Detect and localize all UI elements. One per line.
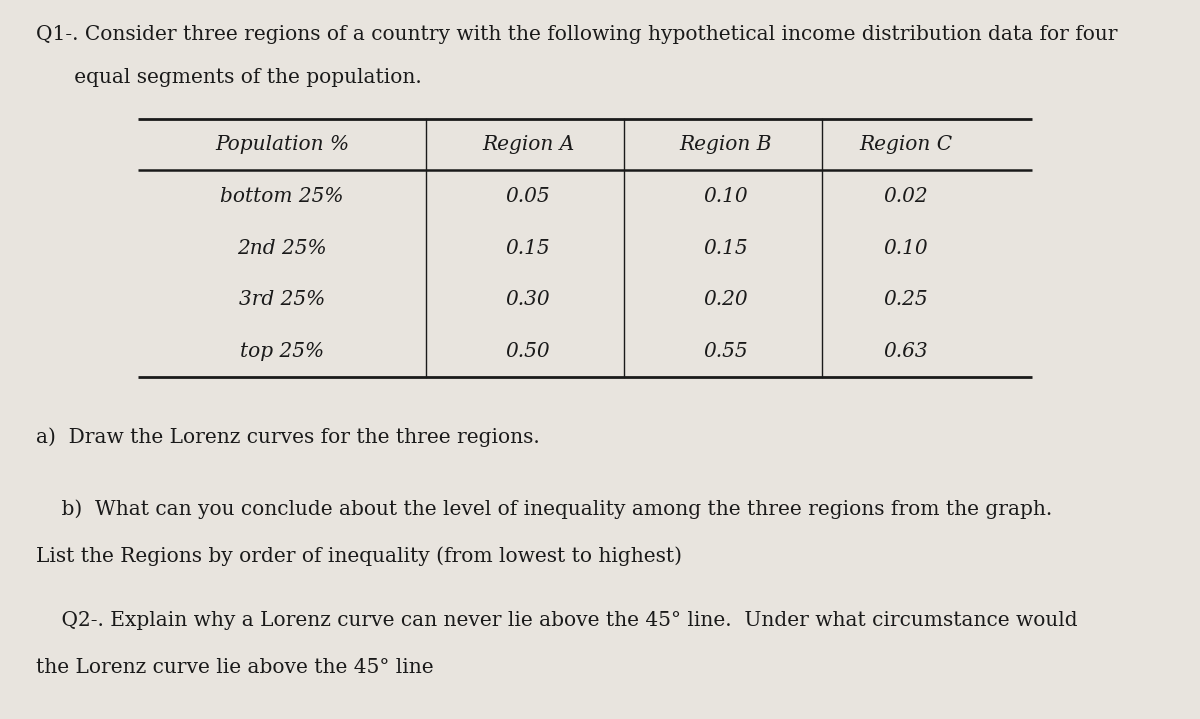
Text: 0.02: 0.02 (883, 187, 929, 206)
Text: 0.25: 0.25 (883, 290, 929, 309)
Text: Q1-. Consider three regions of a country with the following hypothetical income : Q1-. Consider three regions of a country… (36, 25, 1117, 44)
Text: bottom 25%: bottom 25% (221, 187, 343, 206)
Text: 0.63: 0.63 (883, 342, 929, 361)
Text: Q2-. Explain why a Lorenz curve can never lie above the 45° line.  Under what ci: Q2-. Explain why a Lorenz curve can neve… (36, 611, 1078, 630)
Text: equal segments of the population.: equal segments of the population. (36, 68, 421, 87)
Text: 0.30: 0.30 (505, 290, 551, 309)
Text: 3rd 25%: 3rd 25% (239, 290, 325, 309)
Text: 0.15: 0.15 (505, 239, 551, 257)
Text: Region C: Region C (859, 135, 953, 154)
Text: the Lorenz curve lie above the 45° line: the Lorenz curve lie above the 45° line (36, 658, 433, 677)
Text: 0.10: 0.10 (703, 187, 749, 206)
Text: Region B: Region B (679, 135, 773, 154)
Text: b)  What can you conclude about the level of inequality among the three regions : b) What can you conclude about the level… (36, 500, 1052, 519)
Text: 0.20: 0.20 (703, 290, 749, 309)
Text: a)  Draw the Lorenz curves for the three regions.: a) Draw the Lorenz curves for the three … (36, 428, 540, 447)
Text: 2nd 25%: 2nd 25% (238, 239, 326, 257)
Text: 0.15: 0.15 (703, 239, 749, 257)
Text: Population %: Population % (215, 135, 349, 154)
Text: top 25%: top 25% (240, 342, 324, 361)
Text: 0.50: 0.50 (505, 342, 551, 361)
Text: Region A: Region A (482, 135, 574, 154)
Text: 0.05: 0.05 (505, 187, 551, 206)
Text: 0.55: 0.55 (703, 342, 749, 361)
Text: List the Regions by order of inequality (from lowest to highest): List the Regions by order of inequality … (36, 546, 682, 566)
Text: 0.10: 0.10 (883, 239, 929, 257)
